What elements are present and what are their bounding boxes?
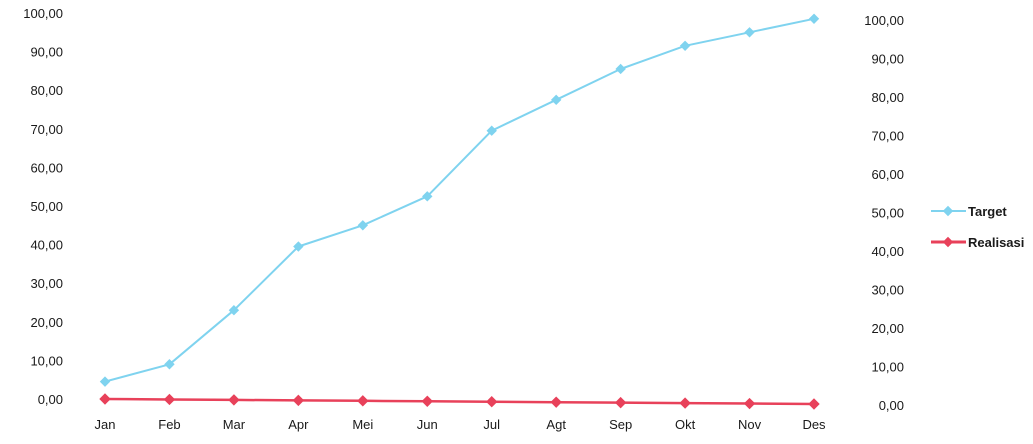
left-axis-tick-label: 80,00 bbox=[30, 83, 63, 98]
left-axis-tick-label: 10,00 bbox=[30, 353, 63, 368]
legend-marker-target bbox=[942, 205, 954, 217]
right-axis-tick-label: 80,00 bbox=[871, 90, 904, 105]
legend-label-realisasi: Realisasi bbox=[968, 235, 1024, 250]
data-point-realisasi bbox=[550, 396, 562, 408]
right-axis-tick-label: 30,00 bbox=[871, 283, 904, 298]
legend: Target Realisasi bbox=[931, 204, 1024, 250]
right-axis-tick-label: 0,00 bbox=[879, 398, 904, 413]
right-axis-tick-label: 40,00 bbox=[871, 244, 904, 259]
right-axis-tick-label: 60,00 bbox=[871, 167, 904, 182]
x-axis-category-label: Mei bbox=[352, 417, 373, 432]
x-axis-category-label: Mar bbox=[223, 417, 246, 432]
data-point-target bbox=[486, 125, 497, 136]
data-point-realisasi bbox=[808, 398, 820, 410]
data-point-realisasi bbox=[421, 395, 433, 407]
left-axis-tick-label: 90,00 bbox=[30, 45, 63, 60]
data-point-target bbox=[550, 94, 562, 106]
data-point-realisasi bbox=[614, 396, 627, 409]
x-axis-category-label: Jan bbox=[95, 417, 116, 432]
left-y-axis: 0,00 10,00 20,00 30,00 40,00 50,00 60,00 70,00 8… bbox=[23, 6, 63, 407]
data-point-realisasi bbox=[99, 393, 111, 405]
x-axis-category-label: Des bbox=[802, 417, 826, 432]
series-line-realisasi bbox=[104, 397, 815, 406]
right-axis-tick-label: 90,00 bbox=[871, 52, 904, 67]
data-point-realisasi bbox=[228, 394, 240, 406]
right-axis-tick-label: 100,00 bbox=[864, 13, 904, 28]
series-layer bbox=[99, 13, 820, 410]
data-point-realisasi bbox=[679, 397, 691, 409]
data-point-target bbox=[744, 27, 755, 38]
left-axis-tick-label: 40,00 bbox=[30, 238, 63, 253]
data-point-target bbox=[615, 63, 626, 75]
data-point-target bbox=[99, 376, 111, 387]
data-point-realisasi bbox=[743, 397, 756, 410]
x-axis: Jan Feb Mar Apr Mei Jun Jul Agt Sep Okt Nov Des bbox=[95, 417, 827, 432]
right-axis-tick-label: 50,00 bbox=[871, 206, 904, 221]
x-axis-category-label: Apr bbox=[288, 417, 309, 432]
data-point-target bbox=[164, 359, 175, 370]
data-point-realisasi bbox=[486, 396, 498, 408]
x-axis-category-label: Sep bbox=[609, 417, 632, 432]
left-axis-tick-label: 50,00 bbox=[30, 199, 63, 214]
data-point-target bbox=[293, 241, 304, 252]
x-axis-category-label: Jul bbox=[483, 417, 500, 432]
x-axis-category-label: Feb bbox=[158, 417, 180, 432]
data-point-realisasi bbox=[357, 395, 369, 407]
x-axis-category-label: Jun bbox=[417, 417, 438, 432]
left-axis-tick-label: 100,00 bbox=[23, 6, 63, 21]
x-axis-category-label: Agt bbox=[546, 417, 566, 432]
left-axis-tick-label: 70,00 bbox=[30, 122, 63, 137]
right-axis-tick-label: 10,00 bbox=[871, 360, 904, 375]
legend-marker-realisasi bbox=[942, 236, 954, 248]
left-axis-tick-label: 20,00 bbox=[30, 315, 63, 330]
right-y-axis: 0,00 10,00 20,00 30,00 40,00 50,00 60,00 70,00 8… bbox=[864, 13, 904, 413]
left-axis-tick-label: 30,00 bbox=[30, 276, 63, 291]
series-line-target bbox=[104, 17, 815, 383]
right-axis-tick-label: 20,00 bbox=[871, 321, 904, 336]
data-point-target bbox=[679, 40, 691, 52]
x-axis-category-label: Okt bbox=[675, 417, 696, 432]
left-axis-tick-label: 60,00 bbox=[30, 160, 63, 175]
data-point-target bbox=[357, 220, 369, 231]
data-point-realisasi bbox=[163, 393, 176, 406]
legend-label-target: Target bbox=[968, 204, 1007, 219]
x-axis-category-label: Nov bbox=[738, 417, 762, 432]
left-axis-tick-label: 0,00 bbox=[38, 392, 63, 407]
right-axis-tick-label: 70,00 bbox=[871, 129, 904, 144]
data-point-target bbox=[228, 305, 240, 316]
data-point-target bbox=[808, 13, 820, 24]
data-point-target bbox=[422, 191, 433, 202]
data-point-realisasi bbox=[292, 394, 305, 407]
